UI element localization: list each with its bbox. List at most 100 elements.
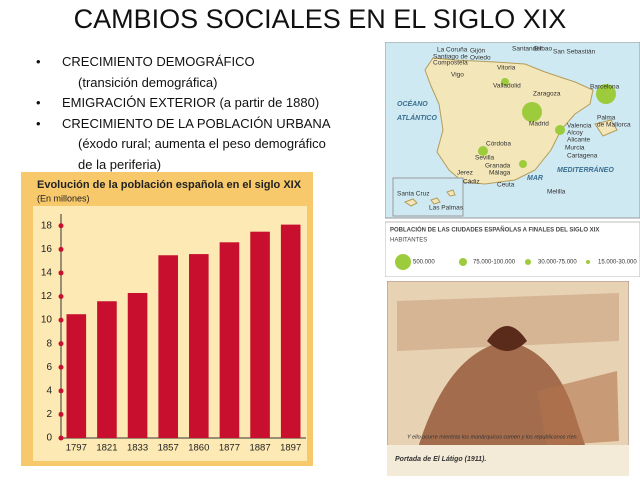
y-tick-label: 16 (41, 244, 53, 255)
bar (280, 224, 301, 438)
y-tick-label: 0 (46, 433, 52, 444)
caption-band (387, 445, 629, 476)
city-marker (555, 125, 565, 135)
y-tick-label: 12 (41, 291, 53, 302)
slide-title: CAMBIOS SOCIALES EN EL SIGLO XIX (73, 4, 567, 34)
map-label: Zaragoza (533, 91, 561, 98)
legend-label: 75.000-100.000 (473, 260, 516, 266)
map-label: Vigo (451, 72, 464, 79)
bullet-marker: • (36, 54, 41, 69)
map-label: Gijón (470, 48, 486, 55)
y-tick (58, 341, 64, 347)
map-label: Santander (512, 46, 543, 53)
map-label: Granada (485, 163, 511, 170)
map-label: Valladolid (493, 83, 521, 90)
city-marker (478, 146, 488, 156)
y-tick-label: 14 (41, 268, 53, 279)
bar (66, 314, 87, 438)
x-tick-label: 1821 (96, 443, 117, 454)
bullet-text: EMIGRACIÓN EXTERIOR (a partir de 1880) (62, 95, 320, 110)
legend-label: 15.000-30.000 (598, 260, 637, 266)
map-land (424, 57, 594, 185)
city-marker (519, 160, 527, 168)
illustration: Y ello ocurre mientras los monárquicos c… (387, 281, 629, 476)
y-tick (58, 317, 64, 323)
bullet-note: (transición demográfica) (78, 74, 218, 90)
bullet-list: • CRECIMIENTO DEMOGRÁFICO (transición demo… (36, 52, 376, 175)
map-label: Las Palmas (429, 205, 464, 212)
bar (97, 301, 117, 438)
y-tick (58, 270, 64, 276)
y-tick (58, 223, 64, 229)
map-legend (385, 221, 640, 277)
bullet-item: • CRECIMIENTO DEMOGRÁFICO (36, 52, 376, 73)
y-tick-label: 10 (41, 315, 53, 326)
map-label: Vitoria (497, 65, 516, 72)
x-tick-label: 1887 (249, 443, 270, 454)
bullet-note: de la periferia) (78, 156, 162, 172)
map-island (594, 119, 618, 137)
y-tick-label: 4 (46, 385, 52, 396)
map-label: MEDITERRÁNEO (557, 165, 614, 174)
y-tick (58, 364, 64, 370)
city-marker (522, 102, 542, 122)
y-tick-label: 8 (46, 338, 52, 349)
legend-swatch (525, 259, 531, 265)
legend-label: 500.000 (413, 260, 435, 266)
map-label: OCÉANO (397, 99, 428, 108)
y-tick-label: 2 (46, 409, 52, 420)
illustration-head (487, 326, 527, 351)
map-label: Compostela (433, 60, 468, 67)
x-tick-label: 1877 (219, 443, 240, 454)
bullet-item: • EMIGRACIÓN EXTERIOR (a partir de 1880) (36, 93, 376, 114)
bar (189, 254, 209, 438)
legend-swatch (586, 260, 590, 264)
map-label: Sevilla (475, 155, 495, 162)
bullet-item: • CRECIMIENTO DE LA POBLACIÓN URBANA (36, 114, 376, 135)
map-label: Valencia (567, 123, 592, 130)
y-tick-label: 18 (41, 220, 53, 231)
map-label: Málaga (489, 170, 511, 177)
city-marker (501, 78, 509, 86)
x-tick-label: 1857 (158, 443, 179, 454)
map-label: Córdoba (486, 141, 511, 148)
map-label: Barcelona (590, 84, 620, 91)
map-label: Melilla (547, 189, 566, 196)
bullet-marker: • (36, 95, 41, 110)
city-marker (596, 84, 616, 104)
map-label: La Coruña (437, 47, 468, 54)
illustration-crowd (537, 371, 619, 446)
chart: Evolución de la población española en el… (21, 172, 313, 466)
illustration-sky (397, 293, 619, 351)
map-label: Madrid (529, 121, 549, 128)
legend-title: POBLACIÓN DE LAS CIUDADES ESPAÑOLAS A FI… (390, 226, 599, 234)
map-label: Oviedo (470, 55, 491, 62)
bar (127, 292, 148, 438)
x-tick-label: 1897 (280, 443, 301, 454)
bullet-text: CRECIMIENTO DEMOGRÁFICO (62, 54, 255, 69)
map-label: Murcia (565, 145, 585, 152)
map-label: ATLÁNTICO (396, 113, 437, 122)
chart-title: Evolución de la población española en el… (37, 179, 302, 191)
legend-swatch (459, 258, 467, 266)
y-tick (58, 435, 64, 441)
bar (158, 255, 178, 438)
map-label: de Mallorca (597, 122, 631, 129)
map-label: Alicante (567, 137, 591, 144)
y-tick (58, 246, 64, 252)
map-label: Cádiz (463, 179, 480, 186)
map-label: Jerez (457, 170, 473, 177)
map-label: MAR (527, 175, 543, 182)
bar (219, 242, 240, 438)
y-tick (58, 294, 64, 300)
chart-subtitle: (En millones) (37, 193, 90, 203)
map-canaries (403, 189, 456, 207)
legend-label: 30.000-75.000 (538, 260, 577, 266)
bullet-text: CRECIMIENTO DE LA POBLACIÓN URBANA (62, 115, 331, 131)
legend-subtitle: HABITANTES (390, 238, 427, 244)
y-tick-label: 6 (46, 362, 52, 373)
legend-items: 500.000 75.000-100.000 30.000-75.000 15.000… (395, 254, 637, 270)
bullet-note: (éxodo rural; aumenta el peso demográfic… (78, 136, 326, 151)
